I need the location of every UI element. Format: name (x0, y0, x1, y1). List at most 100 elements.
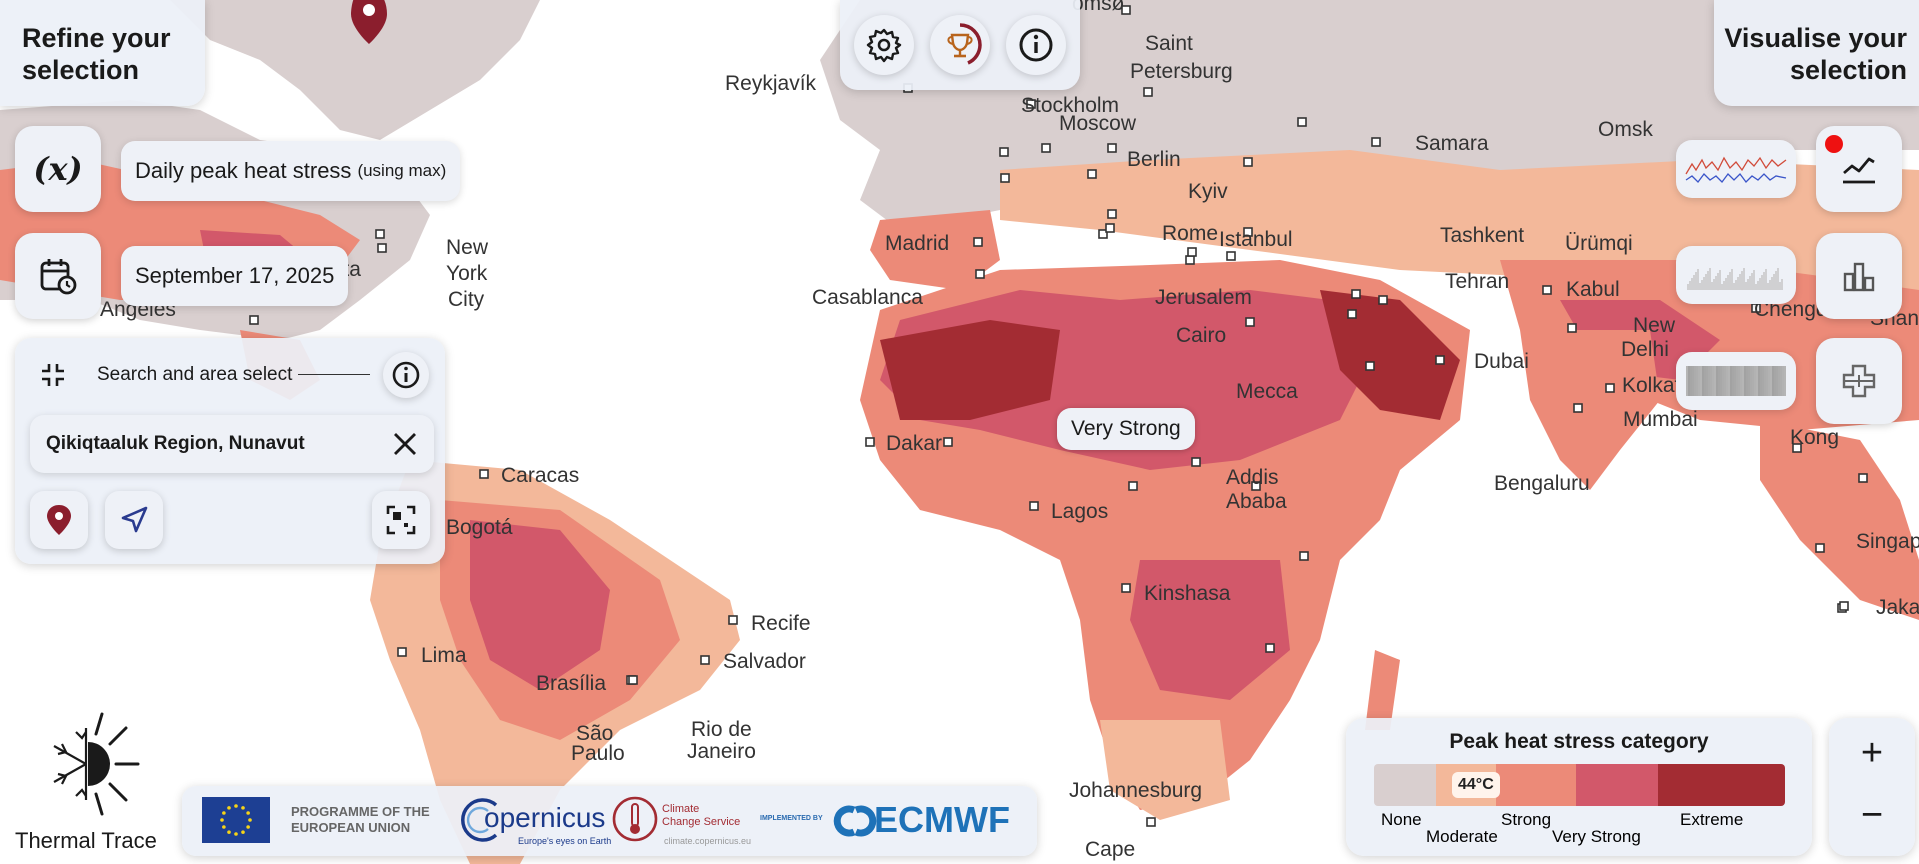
city-label: Tehran (1445, 270, 1509, 293)
eu-star (246, 811, 250, 815)
zoom-out-button[interactable]: − (1860, 794, 1884, 836)
thermometer-icon (612, 796, 658, 842)
city-label: New (446, 236, 489, 259)
zoom-in-button[interactable]: + (1860, 732, 1884, 774)
stripes-thumbnail[interactable] (1676, 352, 1796, 410)
legend-label-none: None (1381, 810, 1422, 829)
city-label: Addis (1226, 466, 1279, 489)
city-label: Singapo (1856, 530, 1919, 553)
search-label: Search and area select (97, 364, 293, 385)
city-dot (1299, 551, 1309, 561)
city-label: Istanbul (1219, 228, 1293, 251)
city-label: Ababa (1226, 490, 1287, 513)
my-location-button[interactable] (105, 491, 163, 549)
close-icon[interactable] (392, 431, 418, 457)
city-label: Caracas (501, 464, 579, 487)
city-dot (1351, 289, 1361, 299)
search-input[interactable]: Qikiqtaaluk Region, Nunavut (30, 415, 434, 473)
eu-star (222, 825, 226, 829)
city-dot (1121, 583, 1131, 593)
city-label: Mecca (1236, 380, 1298, 403)
search-info-button[interactable] (383, 352, 429, 398)
city-dot (975, 269, 985, 279)
city-dot (973, 237, 983, 247)
programme-line2: EUROPEAN UNION (291, 820, 411, 835)
city-dot (1573, 403, 1583, 413)
city-label: Jakart (1876, 596, 1919, 619)
copernicus-c-icon (461, 798, 498, 842)
date-button[interactable] (15, 233, 101, 319)
distribution-thumbnail[interactable] (1676, 246, 1796, 304)
city-label: City (448, 288, 485, 311)
city-dot (1107, 209, 1117, 219)
city-dot (1265, 643, 1275, 653)
bar-chart-button[interactable] (1816, 233, 1902, 319)
copernicus-tagline: Europe's eyes on Earth (518, 836, 612, 846)
city-dot (1098, 229, 1108, 239)
city-dot (728, 615, 738, 625)
city-label: Delhi (1621, 338, 1669, 361)
city-label: Stockholm (1021, 94, 1119, 117)
zoom-panel (1829, 718, 1915, 856)
city-dot (1542, 285, 1552, 295)
city-dot (628, 675, 638, 685)
city-dot (1029, 501, 1039, 511)
city-label: Dubai (1474, 350, 1529, 373)
city-dot (865, 437, 875, 447)
city-label: Samara (1415, 132, 1489, 155)
visualise-heading-panel (1714, 0, 1919, 106)
city-dot (1347, 309, 1357, 319)
climate-line1: Climate (662, 803, 700, 815)
city-dot (1297, 117, 1307, 127)
eu-star (241, 806, 245, 810)
pin-location-button[interactable] (30, 491, 88, 549)
location-pin-icon[interactable] (351, 0, 387, 44)
city-label: New (1633, 314, 1676, 337)
collapse-icon[interactable] (36, 358, 70, 392)
timeseries-thumbnail[interactable] (1676, 140, 1796, 198)
city-label: Janeiro (687, 740, 756, 763)
city-dot (1146, 817, 1156, 827)
date-selector[interactable]: September 17, 2025 (121, 246, 349, 306)
city-dot (1105, 223, 1115, 233)
city-dot (1858, 473, 1868, 483)
city-label: York (446, 262, 488, 285)
navigation-arrow-icon (121, 506, 148, 533)
city-label: Madrid (885, 232, 949, 255)
city-label: Kabul (1566, 278, 1620, 301)
city-label: Tashkent (1440, 224, 1524, 247)
city-dot (375, 229, 385, 239)
city-label: Rome (1162, 222, 1218, 245)
eu-star (227, 806, 231, 810)
variable-selector[interactable]: Daily peak heat stress (using max) (121, 141, 461, 201)
city-dot (1378, 295, 1388, 305)
city-dot (1605, 383, 1615, 393)
city-dot (1243, 227, 1253, 237)
eu-star (246, 825, 250, 829)
eu-stars-icon (220, 804, 252, 836)
city-label: Brasília (536, 672, 606, 695)
variable-suffix: (using max) (357, 161, 447, 180)
heatmap-button[interactable] (1816, 338, 1902, 424)
achievements-button[interactable] (930, 15, 990, 75)
city-dot (1365, 361, 1375, 371)
map-pin-icon (47, 505, 71, 535)
legend-label-moderate: Moderate (1426, 827, 1498, 846)
legend-label-strong: Strong (1501, 810, 1552, 829)
city-label: Johannesburg (1069, 779, 1202, 802)
city-label: Reykjavík (725, 72, 817, 95)
city-label: Jerusalem (1155, 286, 1252, 309)
city-dot (1226, 251, 1236, 261)
variable-button[interactable]: (x) (15, 126, 101, 212)
thermal-trace-logo (53, 712, 140, 816)
calendar-clock-icon (40, 259, 77, 295)
trophy-icon (947, 23, 982, 65)
area-select-button[interactable] (372, 491, 430, 549)
ecmwf-mark-icon (833, 805, 877, 837)
info-button[interactable] (1006, 15, 1066, 75)
programme-line1: PROGRAMME OF THE (291, 804, 430, 819)
city-dot (700, 655, 710, 665)
bar-chart-preview (1687, 268, 1783, 290)
settings-button[interactable] (854, 15, 914, 75)
notification-dot (1825, 135, 1843, 153)
